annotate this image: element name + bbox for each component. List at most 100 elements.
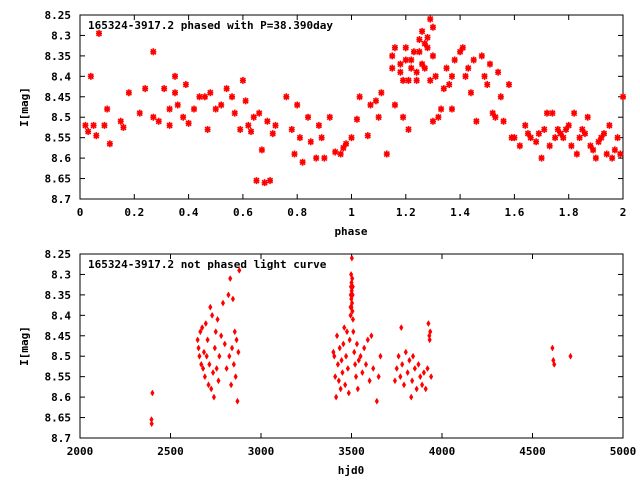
y-tick-label: 8.5	[51, 350, 71, 363]
data-point	[348, 134, 355, 142]
data-point	[217, 352, 222, 360]
data-point	[166, 105, 173, 113]
data-point	[318, 134, 325, 142]
data-point	[394, 365, 399, 372]
x-tick-label: 0.2	[124, 206, 144, 219]
data-point	[350, 291, 355, 299]
data-point	[367, 101, 374, 109]
data-point	[419, 60, 426, 68]
data-point	[446, 81, 453, 89]
y-tick-label: 8.65	[45, 173, 72, 186]
data-point	[432, 72, 439, 80]
data-point	[101, 121, 108, 129]
data-point	[358, 352, 363, 360]
data-point	[219, 332, 224, 340]
data-point	[235, 397, 240, 405]
data-point	[266, 177, 274, 185]
data-point	[203, 320, 208, 327]
data-point	[399, 324, 404, 332]
data-point	[85, 128, 92, 136]
data-point	[336, 377, 341, 385]
data-point	[226, 291, 231, 299]
data-point	[218, 101, 225, 109]
data-point	[239, 76, 246, 84]
data-point	[228, 275, 233, 283]
data-point	[489, 109, 496, 117]
data-point	[562, 125, 570, 133]
data-point	[470, 56, 477, 64]
y-tick-label: 8.6	[51, 391, 71, 404]
data-point	[155, 117, 162, 125]
data-point	[410, 377, 415, 385]
data-point	[216, 377, 221, 385]
data-point	[142, 85, 149, 93]
data-point	[253, 177, 260, 185]
data-point	[435, 113, 442, 121]
y-tick-label: 8.45	[45, 330, 72, 343]
data-point	[106, 140, 113, 148]
data-point	[150, 48, 157, 56]
y-tick-label: 8.6	[51, 152, 71, 165]
data-point	[340, 369, 345, 377]
data-point	[378, 352, 383, 360]
data-point	[233, 373, 238, 381]
data-point	[223, 85, 230, 93]
data-point	[321, 154, 328, 162]
data-point	[87, 72, 94, 80]
x-axis-label: phase	[334, 225, 367, 238]
data-point	[204, 125, 211, 133]
data-point	[304, 113, 312, 121]
data-point	[412, 365, 417, 372]
data-point	[429, 23, 437, 31]
data-point	[247, 128, 255, 136]
unphased-light-curve-chart: 165324-3917.2 not phased light curve hjd…	[18, 248, 636, 477]
data-point	[522, 121, 529, 129]
data-point	[560, 134, 567, 142]
data-point	[481, 72, 488, 80]
data-point	[505, 81, 513, 89]
data-point	[355, 385, 360, 393]
y-axis-label: I[mag]	[18, 87, 31, 127]
data-point	[402, 44, 409, 52]
data-point	[360, 369, 365, 377]
data-point	[104, 105, 111, 113]
data-point	[541, 125, 548, 133]
data-point	[429, 52, 437, 60]
data-point	[367, 377, 372, 385]
data-point	[196, 344, 201, 352]
data-points	[149, 254, 573, 428]
y-tick-label: 8.5	[51, 111, 71, 124]
data-point	[215, 315, 220, 323]
data-point	[600, 130, 608, 138]
data-point	[185, 119, 192, 127]
data-point	[210, 369, 216, 377]
data-point	[362, 344, 367, 352]
data-points	[82, 15, 627, 187]
data-point	[201, 348, 207, 356]
data-point	[419, 27, 426, 35]
data-point	[343, 140, 350, 148]
data-point	[261, 179, 268, 187]
data-point	[228, 93, 236, 101]
data-point	[313, 154, 320, 162]
data-point	[149, 420, 154, 428]
data-point	[392, 377, 398, 385]
data-point	[349, 254, 354, 262]
data-point	[546, 142, 553, 150]
data-point	[419, 381, 425, 389]
data-point	[332, 352, 337, 360]
data-point	[120, 123, 127, 131]
data-point	[232, 328, 237, 336]
data-point	[378, 89, 385, 97]
data-point	[611, 146, 618, 154]
data-point	[353, 360, 358, 368]
data-point	[554, 125, 561, 133]
data-point	[467, 89, 475, 97]
data-point	[242, 97, 249, 105]
data-point	[202, 373, 207, 381]
data-point	[511, 134, 518, 142]
data-point	[356, 356, 361, 364]
x-axis-label: hjd0	[338, 464, 365, 477]
data-point	[405, 369, 410, 377]
